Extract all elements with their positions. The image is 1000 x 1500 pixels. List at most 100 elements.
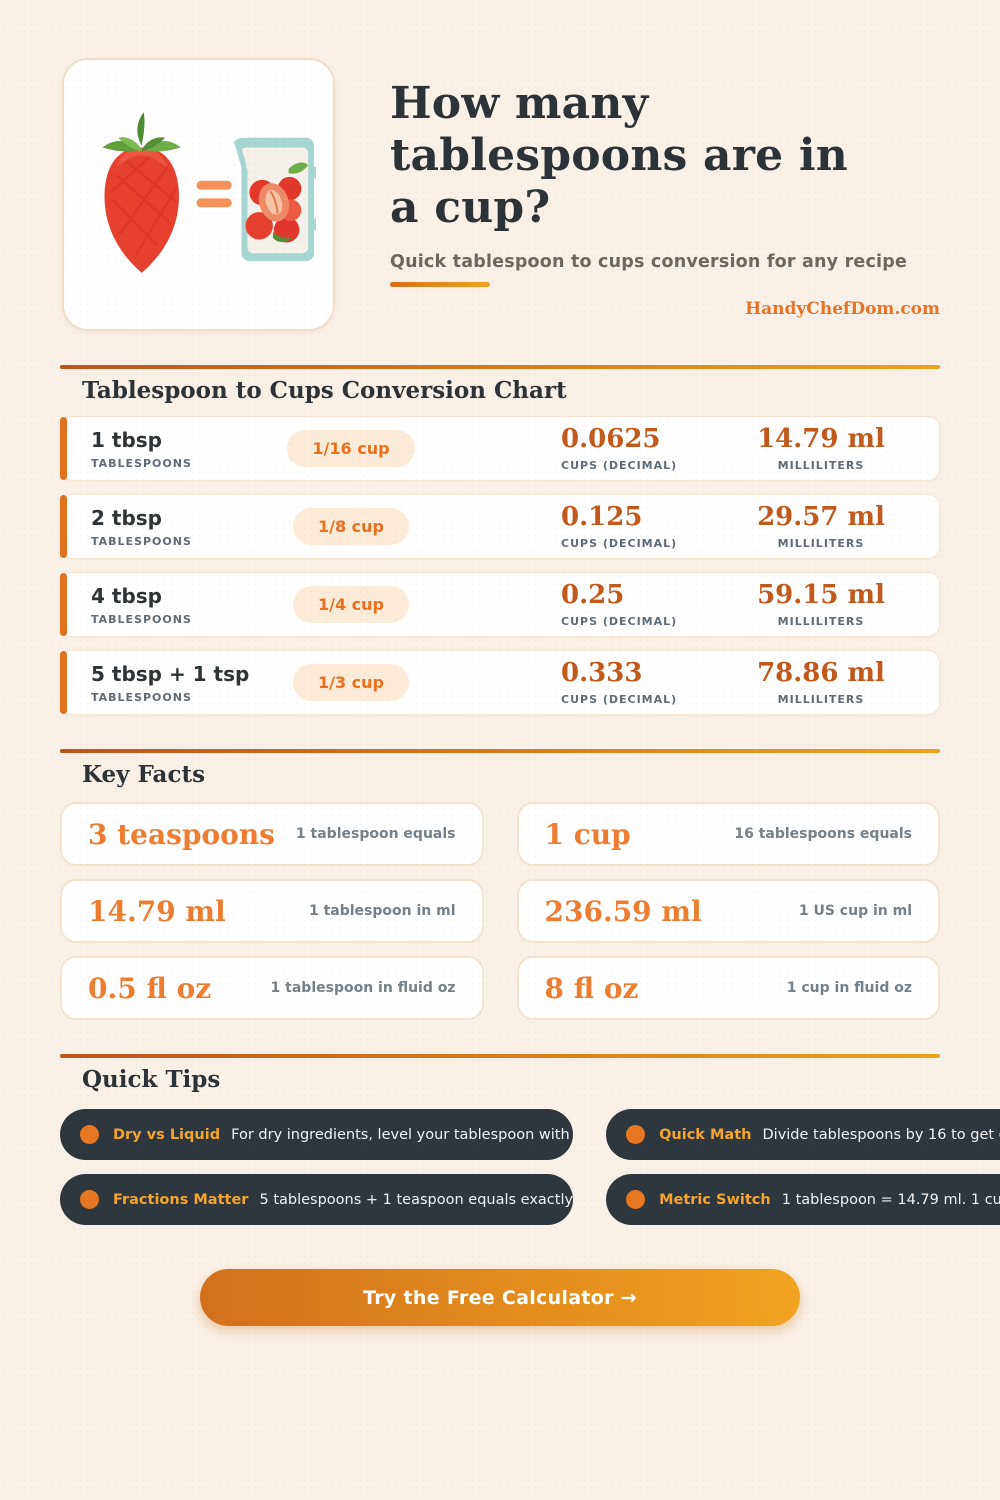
page-title-line1: How many [390, 78, 649, 129]
cup-fraction-pill: 1/3 cup [292, 664, 409, 701]
page-title-line2: tablespoons are in [390, 129, 848, 181]
cups-decimal-value: 0.125 [561, 502, 643, 533]
tbsp-value: 4 tbsp [91, 583, 162, 608]
ml-sublabel: MILLILITERS [777, 692, 865, 706]
tip-text: 1 tablespoon = 14.79 ml. 1 cup = 236.59 … [781, 1191, 1000, 1208]
section-divider [60, 1054, 940, 1058]
fact-label: 1 tablespoon in ml [308, 903, 456, 919]
tbsp-value: 2 tbsp [91, 505, 162, 530]
equals-sign-icon [196, 180, 232, 208]
bullet-dot-icon [80, 1125, 99, 1144]
tbsp-value: 5 tbsp + 1 tsp [91, 661, 250, 686]
tip-content: Fractions Matter 5 tablespoons + 1 teasp… [113, 1192, 573, 1208]
ml-value: 14.79 ml [757, 424, 885, 455]
section-divider [60, 749, 940, 753]
bullet-dot-icon [626, 1190, 646, 1209]
conversion-row: 5 tbsp + 1 tsp TABLESPOONS 1/3 cup 0.333… [60, 650, 940, 715]
page-subtitle: Quick tablespoon to cups conversion for … [390, 251, 908, 272]
cups-sublabel: CUPS (DECIMAL) [561, 614, 678, 628]
tip-content: Metric Switch 1 tablespoon = 14.79 ml. 1… [659, 1192, 1000, 1208]
fraction-cell: 1/16 cup [281, 430, 421, 467]
section-divider [60, 365, 940, 369]
header-text-block: How many tablespoons are in a cup? Quick… [390, 58, 940, 331]
ml-cell: 29.57 ml MILLILITERS [731, 503, 911, 550]
cups-cell: 0.25 CUPS (DECIMAL) [561, 581, 731, 628]
ml-cell: 78.86 ml MILLILITERS [731, 659, 911, 706]
tip-label: Fractions Matter [113, 1191, 254, 1208]
fact-label: 16 tablespoons equals [734, 826, 912, 842]
ml-value: 59.15 ml [757, 580, 885, 611]
fraction-cell: 1/4 cup [281, 586, 421, 623]
conversion-row: 2 tbsp TABLESPOONS 1/8 cup 0.125 CUPS (D… [60, 494, 940, 559]
strawberry-icon [102, 112, 181, 273]
bullet-dot-icon [80, 1190, 99, 1209]
cups-decimal-value: 0.25 [561, 580, 625, 611]
conversion-chart-section: Tablespoon to Cups Conversion Chart 1 tb… [60, 365, 940, 715]
fact-value: 8 fl oz [544, 971, 639, 1005]
cup-fraction-pill: 1/8 cup [292, 508, 409, 545]
fact-card: 0.5 fl oz 1 tablespoon in fluid oz [60, 956, 484, 1020]
strawberry-equals-cup-illustration [102, 112, 316, 273]
key-facts-section: Key Facts 3 teaspoons 1 tablespoon equal… [60, 749, 940, 1020]
quick-tips-section: Quick Tips Dry vs Liquid For dry ingredi… [60, 1054, 1000, 1225]
quick-tips-title: Quick Tips [82, 1066, 221, 1093]
fraction-cell: 1/3 cup [281, 664, 421, 701]
tip-pill: Quick Math Divide tablespoons by 16 to g… [606, 1109, 1000, 1160]
page-title: How many tablespoons are in a cup? [390, 78, 940, 234]
tip-text: For dry ingredients, level your tablespo… [231, 1126, 570, 1143]
site-name: HandyChefDom.com [745, 298, 940, 319]
fact-card: 14.79 ml 1 tablespoon in ml [60, 879, 484, 943]
fact-value: 14.79 ml [88, 894, 226, 928]
tbsp-cell: 4 tbsp TABLESPOONS [91, 584, 281, 626]
cups-cell: 0.0625 CUPS (DECIMAL) [561, 425, 731, 472]
cups-decimal-value: 0.333 [561, 658, 643, 689]
quick-tips-grid: Dry vs Liquid For dry ingredients, level… [60, 1109, 1000, 1225]
hero-illustration-card [62, 58, 335, 331]
ml-cell: 14.79 ml MILLILITERS [731, 425, 911, 472]
fact-card: 1 cup 16 tablespoons equals [516, 802, 940, 866]
tip-pill: Metric Switch 1 tablespoon = 14.79 ml. 1… [606, 1174, 1000, 1225]
tbsp-cell: 5 tbsp + 1 tsp TABLESPOONS [91, 662, 281, 704]
fact-card: 236.59 ml 1 US cup in ml [516, 879, 940, 943]
ml-sublabel: MILLILITERS [777, 458, 865, 472]
tbsp-sublabel: TABLESPOONS [91, 456, 192, 470]
tip-text: Divide tablespoons by 16 to get cups. Mu… [762, 1126, 1000, 1143]
page-title-line3: a cup? [390, 181, 551, 233]
tbsp-sublabel: TABLESPOONS [91, 690, 192, 704]
tip-label: Dry vs Liquid [113, 1126, 226, 1143]
fact-card: 8 fl oz 1 cup in fluid oz [516, 956, 940, 1020]
cups-cell: 0.125 CUPS (DECIMAL) [561, 503, 731, 550]
fraction-cell: 1/8 cup [281, 508, 421, 545]
tbsp-cell: 2 tbsp TABLESPOONS [91, 506, 281, 548]
ml-cell: 59.15 ml MILLILITERS [731, 581, 911, 628]
tbsp-sublabel: TABLESPOONS [91, 534, 192, 548]
page-header: How many tablespoons are in a cup? Quick… [0, 0, 1000, 331]
tbsp-sublabel: TABLESPOONS [91, 612, 192, 626]
fact-value: 236.59 ml [544, 894, 702, 928]
ml-value: 78.86 ml [757, 658, 885, 689]
cup-fraction-pill: 1/4 cup [292, 586, 409, 623]
measuring-cup-icon [233, 137, 316, 262]
cup-fraction-pill: 1/16 cup [287, 430, 415, 467]
tip-content: Dry vs Liquid For dry ingredients, level… [113, 1127, 570, 1143]
key-facts-grid: 3 teaspoons 1 tablespoon equals 1 cup 16… [60, 802, 940, 1020]
conversion-chart-title: Tablespoon to Cups Conversion Chart [82, 377, 567, 404]
conversion-row: 1 tbsp TABLESPOONS 1/16 cup 0.0625 CUPS … [60, 416, 940, 481]
fact-label: 1 US cup in ml [798, 903, 912, 919]
key-facts-title: Key Facts [82, 761, 206, 788]
fact-value: 3 teaspoons [88, 817, 275, 851]
cups-decimal-value: 0.0625 [561, 424, 661, 455]
fact-card: 3 teaspoons 1 tablespoon equals [60, 802, 484, 866]
fact-label: 1 tablespoon in fluid oz [270, 980, 456, 996]
fact-value: 0.5 fl oz [88, 971, 212, 1005]
ml-sublabel: MILLILITERS [777, 614, 865, 628]
subtitle-underline [390, 281, 490, 287]
fact-value: 1 cup [544, 817, 631, 851]
ml-sublabel: MILLILITERS [777, 536, 865, 550]
free-calculator-button[interactable]: Try the Free Calculator → [200, 1269, 800, 1326]
tip-label: Quick Math [659, 1126, 757, 1143]
ml-value: 29.57 ml [757, 502, 885, 533]
cups-cell: 0.333 CUPS (DECIMAL) [561, 659, 731, 706]
cups-sublabel: CUPS (DECIMAL) [561, 536, 678, 550]
bullet-dot-icon [626, 1125, 646, 1144]
